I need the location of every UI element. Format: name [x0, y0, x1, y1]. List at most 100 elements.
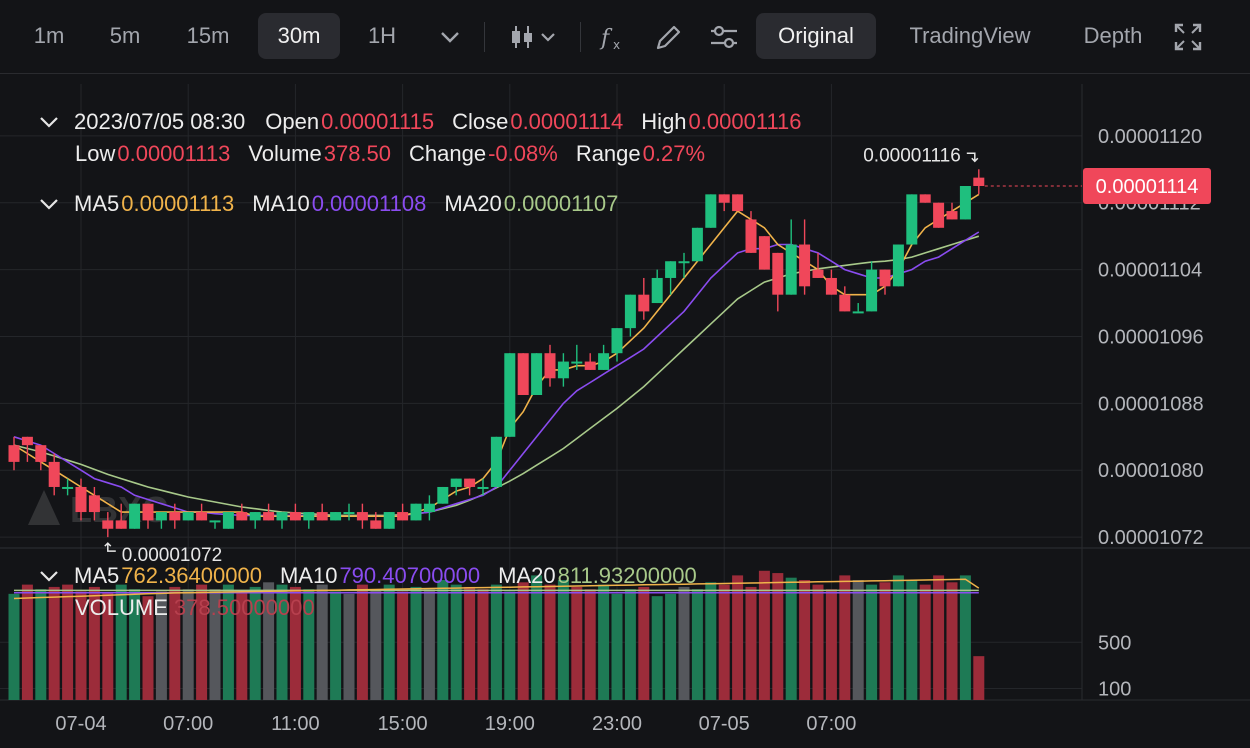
candle-body	[839, 294, 851, 312]
interval-1m[interactable]: 1m	[33, 23, 65, 48]
chevron-down-icon[interactable]	[434, 20, 466, 54]
candle-body	[62, 486, 74, 489]
candle-body	[102, 520, 114, 529]
candle-body	[517, 353, 529, 396]
pencil-icon[interactable]	[652, 20, 684, 54]
candle-body	[531, 353, 543, 396]
candle-body	[330, 512, 342, 521]
candle-body	[35, 445, 47, 462]
time-tick-label: 07-04	[55, 713, 106, 735]
chevron-down-icon[interactable]	[38, 115, 60, 129]
interval-1h[interactable]: 1H	[367, 23, 397, 48]
candle-body	[249, 512, 261, 521]
volume-bar	[276, 584, 288, 700]
volume-bar	[490, 584, 502, 700]
candle-body	[8, 445, 20, 462]
volume-bar	[866, 584, 878, 700]
settings-sliders-icon[interactable]	[708, 20, 740, 54]
volume-bar	[544, 584, 556, 700]
candle-body	[316, 512, 328, 521]
volume-bar	[196, 584, 208, 700]
close-value: 0.00001114	[510, 109, 624, 134]
function-icon[interactable]: f x	[598, 20, 630, 54]
volume-bar	[21, 584, 33, 700]
volume-bar	[410, 586, 422, 700]
volume-series-value: 378.50000000	[173, 595, 315, 620]
fullscreen-icon[interactable]	[1172, 20, 1204, 54]
view-depth[interactable]: Depth	[1083, 23, 1143, 48]
interval-5m[interactable]: 5m	[109, 23, 141, 48]
candle-body	[356, 512, 368, 521]
chevron-down-icon[interactable]	[38, 569, 60, 583]
candle-body	[906, 194, 918, 245]
range-label: Range	[575, 141, 641, 166]
candle-body	[477, 486, 489, 489]
candle-body	[504, 353, 516, 437]
volume-bar	[906, 580, 918, 700]
candle-body	[651, 277, 663, 304]
volume-bar	[879, 582, 891, 700]
ma5-value: 0.00001113	[121, 191, 235, 216]
vol-ma20-label: MA20	[498, 563, 556, 588]
toolbar-divider	[484, 22, 485, 52]
chart-axes: 0.000011200.000011120.000011040.00001096…	[55, 126, 1203, 735]
volume-bar	[651, 596, 663, 700]
vol-ma10-value: 790.40700000	[339, 563, 481, 588]
volume-bar	[88, 586, 100, 700]
volume-bar	[598, 584, 610, 700]
candle-body	[155, 512, 167, 521]
volume-bar	[718, 584, 730, 700]
time-tick-label: 11:00	[271, 713, 320, 735]
interval-15m[interactable]: 15m	[186, 23, 230, 48]
volume-bar	[169, 586, 181, 700]
price-tick-label: 0.00001120	[1098, 126, 1202, 148]
volume-bar	[464, 586, 476, 700]
ma20-label: MA20	[444, 191, 502, 216]
volume-bar	[115, 584, 127, 700]
volume-bar	[584, 589, 596, 700]
price-tick-label: 0.00001080	[1098, 460, 1204, 482]
time-tick-label: 07:00	[163, 713, 213, 735]
close-label: Close	[452, 109, 509, 134]
candlestick-icon[interactable]	[506, 20, 562, 54]
candle-body	[973, 177, 985, 186]
ma20-value: 0.00001107	[503, 191, 619, 216]
volume-bar	[62, 584, 74, 700]
volume-bar	[249, 586, 261, 700]
candle-body	[758, 236, 770, 270]
candle-body	[437, 486, 449, 504]
candle-body	[598, 353, 610, 370]
candle-body	[611, 328, 623, 354]
ohlc-legend: 2023/07/05 08:30 Open0.00001115 Close0.000…	[38, 109, 820, 135]
volume-bar	[209, 589, 221, 700]
current-price-label: 0.00001114	[1096, 176, 1199, 198]
volume-bar	[624, 589, 636, 700]
view-original[interactable]: Original	[756, 13, 876, 59]
volume-bar	[370, 589, 382, 700]
volume-bar	[182, 589, 194, 700]
price-tick-label: 0.00001096	[1098, 326, 1204, 348]
volume-bar	[745, 586, 757, 700]
candle-body	[423, 503, 435, 513]
volume-bar	[102, 592, 114, 700]
volume-bar	[705, 582, 717, 700]
volume-legend: VOLUME 378.50000000	[75, 595, 333, 621]
volume-bar	[638, 586, 650, 700]
view-tradingview[interactable]: TradingView	[909, 23, 1031, 48]
volume-tick-label: 500	[1098, 632, 1131, 654]
volume-bar	[356, 584, 368, 700]
volume-series-label: VOLUME	[75, 595, 168, 620]
candle-body	[196, 512, 208, 521]
chevron-down-icon[interactable]	[38, 197, 60, 211]
volume-bar	[129, 589, 141, 700]
volume-bar	[611, 593, 623, 700]
time-tick-label: 07-05	[699, 713, 750, 735]
time-tick-label: 15:00	[378, 713, 428, 735]
time-tick-label: 23:00	[592, 713, 642, 735]
interval-30m[interactable]: 30m	[258, 13, 340, 59]
volume-value: 378.50	[323, 141, 392, 166]
volume-bar	[303, 589, 315, 700]
volume-bar	[812, 584, 824, 700]
time-tick-label: 19:00	[485, 713, 535, 735]
